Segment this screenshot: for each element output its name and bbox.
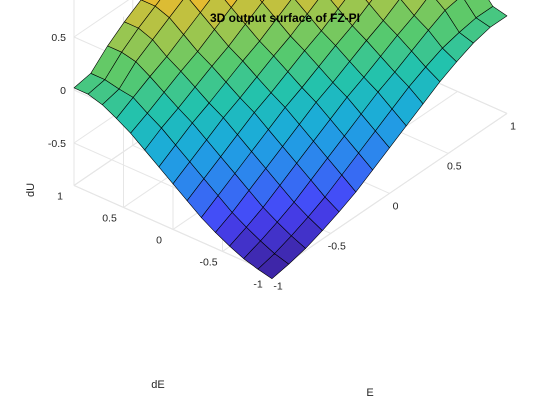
x-tick-label: -1	[273, 280, 282, 292]
chart-title: 3D output surface of FZ-PI	[210, 11, 360, 25]
z-tick-label: 0.5	[51, 32, 66, 44]
surface-patches	[73, 0, 508, 280]
surface-patch	[330, 0, 346, 10]
z-tick-label: 0	[60, 85, 66, 97]
surface-patch	[365, 0, 373, 5]
z-axis-label: dU	[25, 183, 37, 197]
surface-patch	[295, 0, 319, 15]
x-tick-label: -0.5	[328, 240, 346, 252]
surface-patch	[140, 0, 161, 7]
surface-patch	[224, 0, 238, 8]
y-tick-label: -0.5	[199, 256, 217, 268]
surface-patch	[189, 0, 211, 13]
surface-patch	[259, 0, 265, 3]
grid-line	[73, 0, 130, 38]
x-tick-label: 1	[510, 120, 516, 132]
surface-patch	[475, 6, 508, 28]
tick-labels: -1 -0.5 0 0.5 1 -1 -0.5 0 0.5 1 -0.5 0 0.5	[48, 32, 516, 292]
y-tick-label: 0	[156, 234, 162, 246]
x-tick-label: 0.5	[447, 160, 462, 172]
y-tick-label: 0.5	[102, 212, 117, 224]
x-axis-label: E	[366, 387, 373, 399]
y-tick-label: -1	[253, 278, 262, 290]
x-tick-label: 0	[393, 200, 399, 212]
z-tick-label: -0.5	[48, 138, 66, 150]
y-axis-label: dE	[151, 379, 164, 391]
y-tick-label: 1	[57, 190, 63, 202]
